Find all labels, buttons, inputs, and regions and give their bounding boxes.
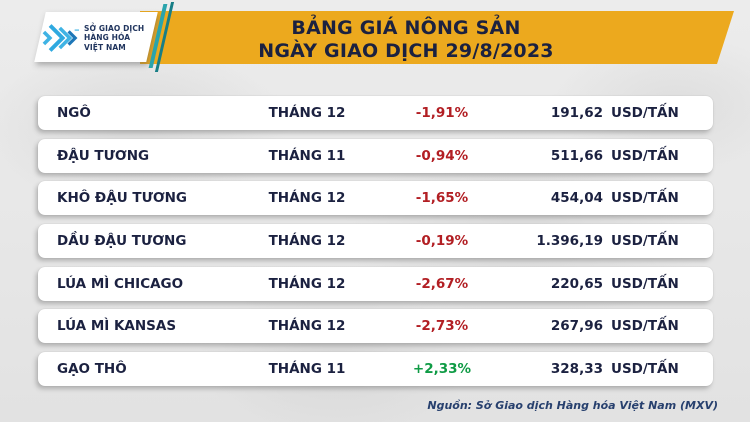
mxv-logo-text-line1: SỞ GIAO DỊCH: [84, 23, 145, 33]
price-value: 267,96: [550, 318, 603, 335]
commodity-name: GẠO THÔ: [57, 361, 127, 378]
price-unit: USD/TẤN: [611, 190, 679, 207]
price-unit: USD/TẤN: [611, 275, 679, 292]
commodity-name: DẦU ĐẬU TƯƠNG: [57, 233, 187, 250]
source-note: Nguồn: Sở Giao dịch Hàng hóa Việt Nam (M…: [427, 399, 718, 412]
price-rows: NGÔ THÁNG 12 -1,91% 191,62 USD/TẤN ĐẬU T…: [38, 96, 713, 387]
price-unit: USD/TẤN: [611, 105, 679, 121]
contract-month: THÁNG 12: [268, 318, 346, 335]
contract-month: THÁNG 11: [268, 361, 346, 378]
contract-month: THÁNG 12: [268, 233, 346, 250]
price-unit: USD/TẤN: [611, 233, 679, 250]
mxv-logo-text: SỞ GIAO DỊCH HÀNG HÓA VIỆT NAM: [84, 24, 144, 53]
mxv-logo-text-line3: VIỆT NAM: [84, 42, 126, 52]
percent-change: -0,94%: [415, 147, 469, 164]
price-value: 328,33: [550, 361, 603, 378]
percent-change: -2,73%: [415, 318, 469, 335]
page-title-line1: BẢNG GIÁ NÔNG SẢN: [291, 16, 521, 39]
price-row: LÚA MÌ KANSAS THÁNG 12 -2,73% 267,96 USD…: [38, 309, 713, 344]
percent-change: -2,67%: [415, 275, 469, 292]
percent-change: -1,65%: [415, 190, 469, 207]
price-unit: USD/TẤN: [611, 361, 679, 378]
commodity-name: LÚA MÌ KANSAS: [57, 318, 177, 335]
page-title-line2: NGÀY GIAO DỊCH 29/8/2023: [258, 39, 554, 62]
percent-change: +2,33%: [412, 361, 472, 378]
price-row: LÚA MÌ CHICAGO THÁNG 12 -2,67% 220,65 US…: [38, 266, 713, 301]
header-band: BẢNG GIÁ NÔNG SẢN NGÀY GIAO DỊCH 29/8/20…: [140, 11, 734, 64]
contract-month: THÁNG 12: [268, 275, 346, 292]
commodity-name: LÚA MÌ CHICAGO: [57, 275, 184, 292]
mxv-logo: SỞ GIAO DỊCH HÀNG HÓA VIỆT NAM: [42, 16, 148, 60]
price-row: KHÔ ĐẬU TƯƠNG THÁNG 12 -1,65% 454,04 USD…: [38, 181, 713, 216]
price-row: DẦU ĐẬU TƯƠNG THÁNG 12 -0,19% 1.396,19 U…: [38, 224, 713, 259]
price-row: ĐẬU TƯƠNG THÁNG 11 -0,94% 511,66 USD/TẤN: [38, 138, 713, 173]
mxv-logo-text-line2: HÀNG HÓA: [84, 33, 131, 43]
contract-month: THÁNG 12: [268, 190, 346, 207]
price-row: NGÔ THÁNG 12 -1,91% 191,62 USD/TẤN: [38, 96, 713, 130]
price-value: 1.396,19: [536, 233, 603, 250]
contract-month: THÁNG 12: [268, 105, 346, 121]
price-row: GẠO THÔ THÁNG 11 +2,33% 328,33 USD/TẤN: [38, 352, 713, 387]
contract-month: THÁNG 11: [268, 147, 346, 164]
price-value: 220,65: [550, 275, 603, 292]
price-unit: USD/TẤN: [611, 318, 679, 335]
price-unit: USD/TẤN: [611, 147, 679, 164]
percent-change: -1,91%: [415, 105, 469, 121]
price-value: 511,66: [550, 147, 603, 164]
percent-change: -0,19%: [415, 233, 469, 250]
commodity-name: ĐẬU TƯƠNG: [57, 147, 150, 164]
price-value: 191,62: [550, 105, 603, 121]
commodity-name: NGÔ: [57, 105, 91, 121]
price-value: 454,04: [550, 190, 603, 207]
commodity-name: KHÔ ĐẬU TƯƠNG: [57, 190, 188, 207]
page-title: BẢNG GIÁ NÔNG SẢN NGÀY GIAO DỊCH 29/8/20…: [140, 11, 734, 64]
mxv-chevrons-icon: [42, 24, 80, 52]
